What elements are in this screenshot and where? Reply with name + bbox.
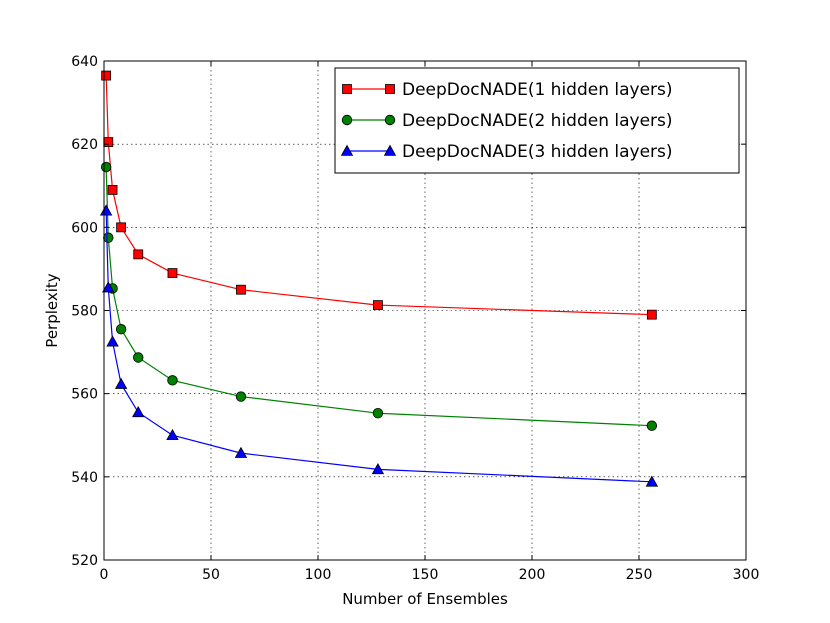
legend-marker-3-end <box>383 144 397 156</box>
series-1-point <box>107 185 118 195</box>
series-3-point <box>102 281 115 293</box>
series-3-point <box>371 463 385 475</box>
legend-label-3: DeepDocNADE(3 hidden layers) <box>402 142 673 162</box>
series-3-line <box>105 210 652 483</box>
series-1-point <box>167 268 178 278</box>
x-tick-label: 150 <box>412 567 439 583</box>
legend-marker-2-end <box>384 114 396 126</box>
series-3-point <box>132 406 145 418</box>
series-2-point <box>167 375 178 386</box>
series-2-point <box>133 352 144 363</box>
series-2-line <box>105 167 652 427</box>
series-3 <box>99 204 659 487</box>
series-3-point <box>99 204 113 216</box>
x-tick-label: 300 <box>733 567 760 583</box>
series-1-point <box>101 70 112 81</box>
series-1-point <box>236 284 246 295</box>
y-axis-label: Perplexity <box>43 273 61 347</box>
y-tick-label: 620 <box>71 137 98 153</box>
series-3-point <box>114 377 128 389</box>
y-tick-label: 580 <box>71 304 98 320</box>
x-tick-label: 0 <box>100 567 109 583</box>
series-1-point <box>373 300 383 310</box>
y-tick-label: 540 <box>71 470 98 486</box>
x-tick-label: 100 <box>305 567 332 583</box>
y-tick-label: 520 <box>71 553 98 569</box>
series-layer <box>99 70 659 487</box>
x-tick-label: 50 <box>202 567 220 583</box>
x-tick-label: 250 <box>626 567 653 583</box>
legend-label-2: DeepDocNADE(2 hidden layers) <box>402 111 673 131</box>
series-3-point <box>166 428 179 441</box>
series-1-point <box>116 222 127 233</box>
y-tick-label: 640 <box>71 54 98 70</box>
y-tick-label: 560 <box>71 387 98 403</box>
series-3-point <box>234 446 248 458</box>
series-2-point <box>115 324 127 335</box>
series-2-point <box>235 391 247 402</box>
series-3-point <box>106 335 119 347</box>
y-tick-label: 600 <box>71 220 98 236</box>
series-1-point <box>646 309 657 320</box>
x-tick-label: 200 <box>519 567 546 583</box>
series-1 <box>101 70 657 320</box>
legend-marker-1-end <box>385 84 395 94</box>
x-axis-label: Number of Ensembles <box>342 590 508 608</box>
series-1-point <box>133 249 144 260</box>
series-2-point <box>100 161 112 173</box>
legend: DeepDocNADE(1 hidden layers) DeepDocNADE(… <box>334 67 740 174</box>
series-2-point <box>646 420 658 431</box>
series-1-point <box>103 137 114 147</box>
legend-label-1: DeepDocNADE(1 hidden layers) <box>402 80 673 100</box>
series-3-point <box>645 475 659 487</box>
legend-marker-3 <box>340 144 354 156</box>
legend-marker-2 <box>341 114 353 126</box>
series-2-point <box>103 232 114 243</box>
axis-ticks: 0 50 100 150 200 250 300 520 540 560 580 600 620 640 <box>71 54 759 583</box>
series-2 <box>100 161 658 431</box>
legend-box <box>334 67 740 174</box>
legend-marker-1 <box>342 84 352 94</box>
series-2-point <box>372 408 384 419</box>
